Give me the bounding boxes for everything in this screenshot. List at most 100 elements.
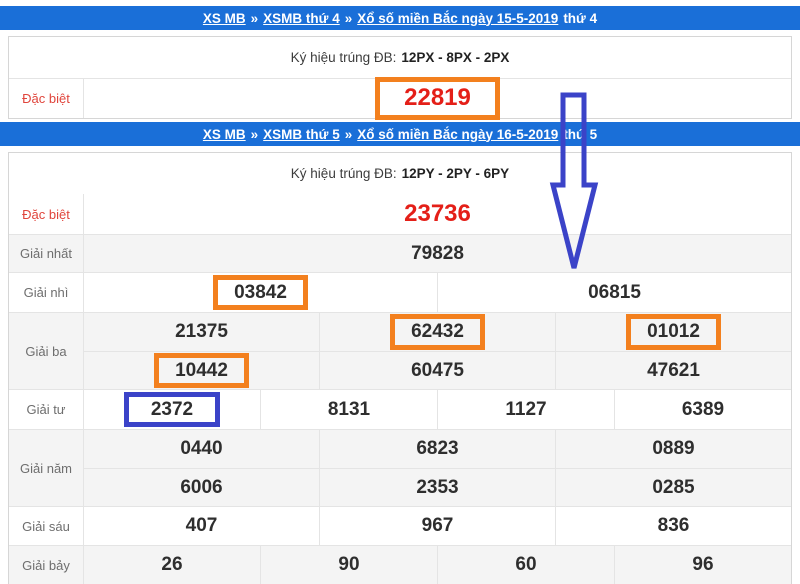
- prize-number: 21375: [175, 321, 228, 342]
- results-table-15-5-2019: Ký hiệu trúng ĐB: 12PX - 8PX - 2PX Đặc b…: [8, 36, 792, 120]
- prize-data-area: 0440 6823 0889 6006 2353 0285: [83, 430, 791, 506]
- breadcrumb-separator: »: [250, 126, 259, 142]
- prize-number: 8131: [327, 398, 371, 420]
- prize-data-area: 407 967 836: [83, 507, 791, 545]
- prize-cell: 60: [437, 546, 614, 584]
- prize-subrow: 21375 62432 01012: [84, 313, 791, 351]
- symbol-label: Ký hiệu trúng ĐB:: [290, 50, 397, 65]
- prize-data-area: 26 90 60 96: [83, 546, 791, 584]
- orange-highlight-box: 01012: [626, 314, 721, 350]
- prize-row: Giải ba 21375 62432 01012 10442 60475 47621: [9, 312, 791, 389]
- prize-cell: 6006: [84, 469, 319, 506]
- prize-rows: Đặc biệt 23736 Giải nhất 79828 Giải nhì 03842…: [9, 194, 791, 584]
- prize-data-area: 03842 06815: [83, 273, 791, 312]
- special-prize-row: Đặc biệt 22819: [9, 77, 791, 120]
- prize-cell: 6823: [319, 430, 555, 468]
- prize-cell: 8131: [260, 390, 437, 429]
- prize-cell: 06815: [437, 273, 791, 312]
- prize-number: 10442: [175, 359, 228, 381]
- prize-number: 62432: [411, 321, 464, 343]
- prize-number: 79828: [411, 242, 464, 264]
- blue-highlight-box: 2372: [123, 391, 221, 428]
- prize-number: 47621: [647, 359, 700, 381]
- breadcrumb-separator: »: [344, 10, 353, 26]
- prize-cell: 10442: [84, 352, 319, 389]
- prize-cell: 6389: [614, 390, 791, 429]
- prize-cell: 22819: [84, 77, 791, 120]
- special-number: 22819: [404, 84, 471, 112]
- orange-highlight-box: 22819: [375, 77, 500, 120]
- prize-cell: 47621: [555, 352, 791, 389]
- prize-cell: 2372: [84, 390, 260, 429]
- prize-cell: 1127: [437, 390, 614, 429]
- prize-cell: 967: [319, 507, 555, 545]
- breadcrumb-link-date[interactable]: Xổ số miền Bắc ngày 16-5-2019: [357, 126, 559, 142]
- special-number: 23736: [404, 200, 471, 227]
- prize-number: 0285: [652, 476, 695, 498]
- prize-cell: 96: [614, 546, 791, 584]
- symbol-row: Ký hiệu trúng ĐB: 12PY - 2PY - 6PY: [9, 153, 791, 194]
- prize-cell: 836: [555, 507, 791, 545]
- prize-subrow: 0440 6823 0889: [84, 430, 791, 468]
- breadcrumb-link-weekday[interactable]: XSMB thứ 4: [263, 10, 340, 26]
- breadcrumb-link-date[interactable]: Xổ số miền Bắc ngày 15-5-2019: [357, 10, 559, 26]
- prize-number: 1127: [505, 398, 547, 420]
- breadcrumb-separator: »: [250, 10, 259, 26]
- prize-subrow: 10442 60475 47621: [84, 351, 791, 389]
- breadcrumb-separator: »: [344, 126, 353, 142]
- prize-cell: 23736: [84, 194, 791, 234]
- prize-number: 06815: [588, 281, 641, 303]
- prize-data-area: 2372 8131 1127 6389: [83, 390, 791, 429]
- prize-row: Giải tư 2372 8131 1127 6389: [9, 389, 791, 429]
- prize-label: Giải nhì: [23, 285, 69, 300]
- prize-cell: 0285: [555, 469, 791, 506]
- prize-label: Đặc biệt: [22, 91, 70, 106]
- prize-number: 60: [515, 554, 537, 575]
- prize-number: 6389: [681, 398, 725, 420]
- prize-number: 90: [338, 554, 360, 575]
- symbol-value: 12PY - 2PY - 6PY: [401, 166, 510, 181]
- prize-row: Giải nhì 03842 06815: [9, 272, 791, 312]
- prize-cell: 60475: [319, 352, 555, 389]
- results-table-16-5-2019: Ký hiệu trúng ĐB: 12PY - 2PY - 6PY Đặc b…: [8, 152, 792, 584]
- prize-number: 6006: [180, 476, 223, 498]
- prize-row: Giải năm 0440 6823 0889 6006 2353 0285: [9, 429, 791, 506]
- prize-cell: 0440: [84, 430, 319, 468]
- prize-cell: 21375: [84, 313, 319, 351]
- prize-data-area: 21375 62432 01012 10442 60475 47621: [83, 313, 791, 389]
- symbol-value: 12PX - 8PX - 2PX: [401, 50, 510, 65]
- prize-row: Đặc biệt 23736: [9, 194, 791, 234]
- prize-data-area: 79828: [83, 235, 791, 272]
- prize-number: 407: [185, 515, 218, 536]
- prize-data-area: 23736: [83, 194, 791, 234]
- prize-cell: 79828: [84, 235, 791, 272]
- prize-label: Đặc biệt: [22, 206, 70, 222]
- breadcrumb-link-xsmb[interactable]: XS MB: [202, 10, 246, 26]
- orange-highlight-box: 10442: [154, 352, 249, 389]
- prize-number: 967: [421, 515, 454, 536]
- prize-number: 836: [657, 515, 690, 536]
- prize-number: 26: [161, 554, 183, 575]
- breadcrumb-suffix: thứ 5: [563, 126, 598, 142]
- prize-label: Giải nhất: [19, 246, 73, 261]
- prize-label: Giải sáu: [22, 518, 70, 534]
- prize-number: 6823: [416, 438, 459, 459]
- prize-subrow: 6006 2353 0285: [84, 468, 791, 506]
- prize-cell: 0889: [555, 430, 791, 468]
- prize-row: Giải bảy 26 90 60 96: [9, 545, 791, 584]
- symbol-row: Ký hiệu trúng ĐB: 12PX - 8PX - 2PX: [9, 37, 791, 78]
- breadcrumb-link-xsmb[interactable]: XS MB: [202, 126, 246, 142]
- breadcrumb-bar-1: XS MB » XSMB thứ 4 » Xổ số miền Bắc ngày…: [0, 6, 800, 30]
- breadcrumb-link-weekday[interactable]: XSMB thứ 5: [263, 126, 340, 142]
- prize-number: 96: [692, 554, 714, 575]
- prize-number: 60475: [411, 359, 464, 381]
- prize-label: Giải năm: [19, 460, 73, 476]
- prize-cell: 26: [84, 546, 260, 584]
- prize-number: 0889: [652, 438, 695, 459]
- prize-number: 2353: [416, 476, 459, 498]
- prize-cell: 90: [260, 546, 437, 584]
- prize-cell: 62432: [319, 313, 555, 351]
- prize-row: Giải nhất 79828: [9, 234, 791, 272]
- breadcrumb-bar-2: XS MB » XSMB thứ 5 » Xổ số miền Bắc ngày…: [0, 122, 800, 146]
